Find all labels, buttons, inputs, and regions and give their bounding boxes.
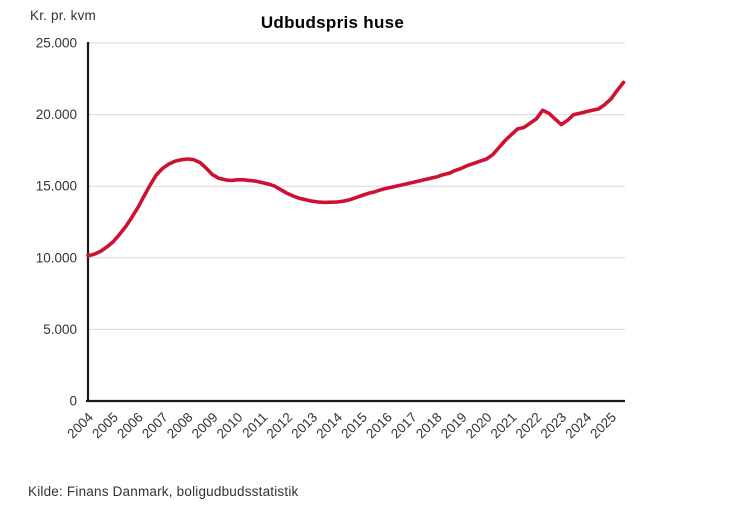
x-tick-label: 2022 bbox=[513, 410, 545, 442]
x-tick-label: 2016 bbox=[363, 410, 395, 442]
y-tick-label: 25.000 bbox=[36, 36, 77, 51]
y-tick-label: 20.000 bbox=[36, 107, 77, 122]
x-tick-label: 2018 bbox=[413, 410, 445, 442]
x-tick-label: 2013 bbox=[288, 410, 320, 442]
source-note: Kilde: Finans Danmark, boligudbudsstatis… bbox=[28, 484, 299, 499]
x-tick-label: 2020 bbox=[463, 410, 495, 442]
x-tick-label: 2017 bbox=[388, 410, 420, 442]
x-tick-label: 2012 bbox=[264, 410, 296, 442]
x-tick-label: 2025 bbox=[587, 410, 619, 442]
chart-title: Udbudspris huse bbox=[260, 13, 405, 32]
y-tick-label: 10.000 bbox=[36, 250, 77, 265]
x-tick-label: 2007 bbox=[139, 410, 171, 442]
x-tick-label: 2008 bbox=[164, 410, 196, 442]
x-tick-label: 2015 bbox=[338, 410, 370, 442]
price-line bbox=[86, 80, 626, 258]
x-tick-label: 2021 bbox=[488, 410, 520, 442]
x-tick-label: 2019 bbox=[438, 410, 470, 442]
y-tick-label: 0 bbox=[69, 394, 77, 409]
x-tick-label: 2011 bbox=[239, 410, 270, 441]
x-tick-label: 2014 bbox=[313, 409, 345, 441]
x-tick-label: 2024 bbox=[562, 409, 594, 441]
y-tick-label: 5.000 bbox=[43, 322, 77, 337]
x-tick-label: 2010 bbox=[214, 410, 246, 442]
x-tick-label: 2004 bbox=[64, 409, 96, 441]
x-tick-label: 2006 bbox=[114, 410, 146, 442]
line-chart: 05.00010.00015.00020.00025.0002004200520… bbox=[36, 36, 626, 442]
y-axis-unit-label: Kr. pr. kvm bbox=[30, 8, 96, 23]
x-tick-label: 2023 bbox=[538, 410, 570, 442]
x-tick-label: 2005 bbox=[89, 410, 121, 442]
y-tick-label: 15.000 bbox=[36, 179, 77, 194]
x-tick-label: 2009 bbox=[189, 410, 221, 442]
